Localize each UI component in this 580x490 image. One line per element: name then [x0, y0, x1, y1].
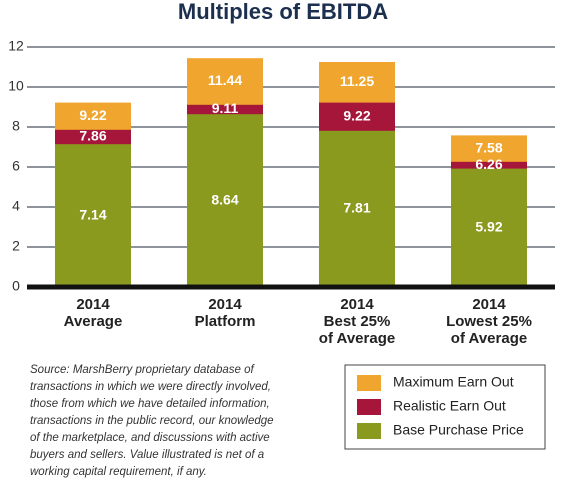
source-note: those from which we have detailed inform…	[30, 398, 270, 410]
y-tick-label: 6	[12, 158, 20, 174]
legend-swatch	[357, 375, 381, 391]
y-tick-label: 8	[12, 118, 20, 134]
x-tick-label: 2014	[340, 296, 374, 313]
source-note: of the marketplace, and discussions with…	[30, 432, 270, 444]
legend-swatch	[357, 399, 381, 415]
x-tick-label: Average	[64, 313, 123, 330]
x-tick-label: 2014	[76, 296, 110, 313]
legend-swatch	[357, 423, 381, 439]
value-label: 7.58	[475, 139, 502, 155]
value-label: 8.64	[211, 191, 238, 207]
source-note: transactions in which we were directly i…	[30, 381, 271, 393]
value-label: 9.11	[212, 100, 239, 116]
value-label: 9.22	[79, 107, 106, 123]
x-tick-label: Platform	[195, 313, 256, 330]
source-note: buyers and sellers. Value illustrated is…	[30, 449, 264, 461]
x-tick-label: 2014	[208, 296, 242, 313]
legend-label: Maximum Earn Out	[393, 374, 514, 390]
source-note: Source: MarshBerry proprietary database …	[30, 364, 256, 376]
bar	[451, 168, 527, 287]
value-label: 11.25	[340, 73, 374, 89]
value-label: 6.26	[475, 156, 502, 172]
value-label: 5.92	[475, 219, 502, 235]
y-tick-label: 4	[12, 198, 20, 214]
legend-label: Base Purchase Price	[393, 422, 524, 438]
bar	[187, 114, 263, 287]
chart-title: Multiples of EBITDA	[178, 0, 388, 24]
y-tick-label: 12	[8, 38, 24, 54]
source-note: transactions in the public record, our k…	[30, 415, 274, 427]
value-label: 7.81	[343, 200, 370, 216]
x-tick-label: of Average	[451, 330, 527, 347]
x-tick-label: of Average	[319, 330, 395, 347]
y-tick-label: 10	[8, 78, 24, 94]
value-label: 7.86	[79, 128, 106, 144]
y-tick-label: 0	[12, 278, 20, 294]
x-tick-label: Lowest 25%	[446, 313, 532, 330]
value-label: 7.14	[79, 206, 106, 222]
bar	[319, 130, 395, 287]
legend-label: Realistic Earn Out	[393, 398, 506, 414]
x-tick-label: Best 25%	[324, 313, 391, 330]
bar	[55, 144, 131, 287]
x-tick-label: 2014	[472, 296, 506, 313]
y-tick-label: 2	[12, 238, 20, 254]
value-label: 9.22	[343, 107, 370, 123]
value-label: 11.44	[208, 72, 242, 88]
source-note: working capital requirement, if any.	[30, 466, 207, 478]
